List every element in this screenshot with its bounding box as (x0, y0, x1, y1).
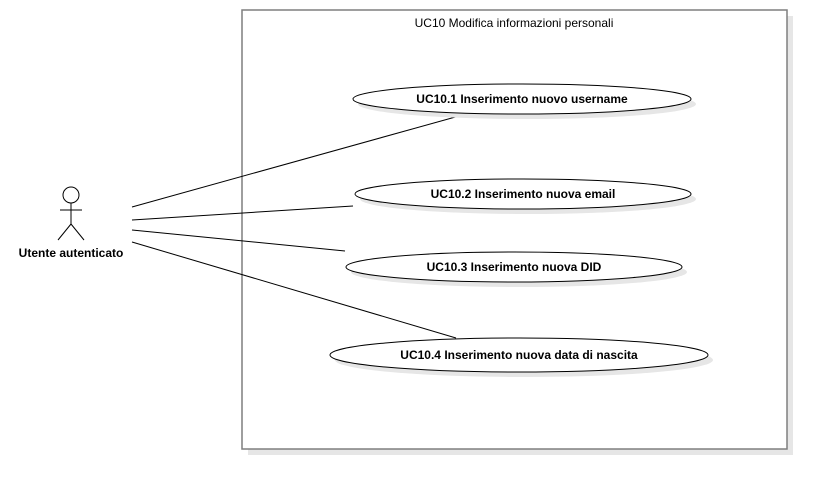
actor[interactable]: Utente autenticato (19, 186, 124, 260)
use-case-ellipse (354, 178, 692, 210)
associations (131, 115, 460, 339)
stick-figure-icon (57, 186, 85, 241)
use-case-ellipse (352, 83, 692, 115)
association-uc10-1[interactable] (131, 115, 460, 208)
use-case-uc10-3[interactable]: UC10.3 Inserimento nuova DID (345, 251, 687, 287)
use-case-uc10-1[interactable]: UC10.1 Inserimento nuovo username (352, 83, 696, 119)
boundary-title: UC10 Modifica informazioni personali (415, 16, 614, 30)
use-case-uc10-4[interactable]: UC10.4 Inserimento nuova data di nascita (329, 337, 713, 377)
actor-name: Utente autenticato (19, 246, 124, 260)
association-uc10-2[interactable] (131, 205, 354, 221)
use-case-label: UC10.2 Inserimento nuova email (431, 187, 616, 201)
use-case-uc10-2[interactable]: UC10.2 Inserimento nuova email (354, 178, 696, 214)
boundary-frame (241, 9, 788, 450)
association-uc10-3[interactable] (131, 229, 346, 252)
use-case-ellipse (329, 337, 709, 373)
use-case-label: UC10.1 Inserimento nuovo username (416, 92, 628, 106)
use-case-ellipse (345, 251, 683, 283)
association-uc10-4[interactable] (131, 241, 457, 339)
use-case-label: UC10.4 Inserimento nuova data di nascita (400, 348, 638, 362)
use-case-label: UC10.3 Inserimento nuova DID (427, 260, 602, 274)
system-boundary[interactable]: UC10 Modifica informazioni personali (241, 9, 793, 455)
